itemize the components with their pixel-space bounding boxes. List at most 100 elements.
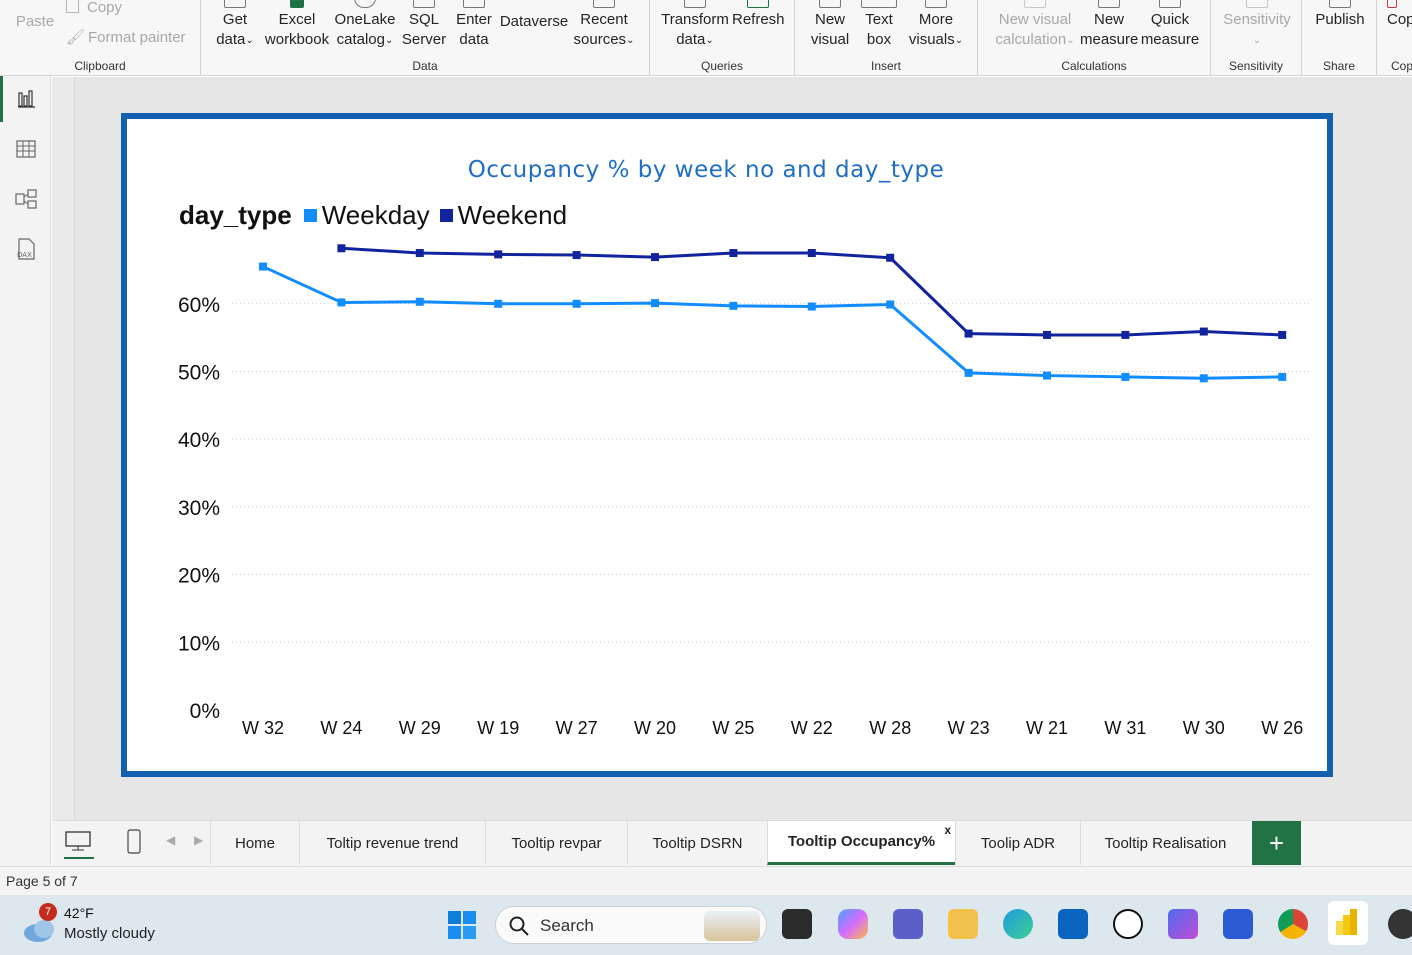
share-group: Publish Share — [1302, 0, 1377, 76]
file-explorer-icon[interactable] — [948, 909, 978, 939]
powerbi-icon — [1336, 909, 1357, 935]
powerbi-taskbar-button[interactable] — [1328, 901, 1368, 945]
data-group: Get data⌄ Excel workbook OneLake catalog⌄ S… — [201, 0, 650, 76]
data-point-weekday — [572, 299, 581, 308]
transform-icon — [684, 0, 706, 8]
media-player-icon[interactable] — [1388, 909, 1412, 939]
chart-icon — [819, 0, 841, 8]
page-tab[interactable]: Tooltip Occupancy% x — [767, 821, 955, 865]
chevron-down-icon: ⌄ — [1066, 35, 1075, 46]
x-tick-label: W 24 — [320, 718, 362, 738]
enter-data-button[interactable]: Enter data — [451, 0, 497, 50]
page-tab[interactable]: Tooltip DSRN — [627, 821, 767, 865]
new-measure-button[interactable]: New measure — [1080, 0, 1138, 50]
refresh-icon — [747, 0, 769, 8]
publish-icon — [1329, 0, 1351, 8]
series-line-weekday — [262, 265, 1283, 380]
copilot-group-label: Cop — [1391, 59, 1412, 73]
new-visual-calculation-button[interactable]: New visual calculation⌄ — [988, 0, 1082, 52]
database-icon — [224, 0, 246, 8]
y-tick-label: 50% — [178, 362, 220, 385]
textbox-icon — [861, 0, 897, 8]
table-view-button[interactable] — [0, 126, 51, 172]
excel-workbook-button[interactable]: Excel workbook — [261, 0, 333, 50]
page-tab[interactable]: Home — [210, 821, 299, 865]
page-tab[interactable]: Tooltip Realisation — [1080, 821, 1250, 865]
publish-button[interactable]: Publish — [1310, 0, 1370, 30]
view-rail: DAX — [0, 76, 51, 866]
weather-widget[interactable]: 7 42°F Mostly cloudy — [20, 903, 220, 947]
visuals-icon — [925, 0, 947, 8]
quick-measure-button[interactable]: Quick measure — [1140, 0, 1200, 50]
copilot-icon[interactable] — [838, 909, 868, 939]
transform-data-button[interactable]: Transform data⌄ — [660, 0, 730, 52]
x-tick-label: W 20 — [634, 718, 676, 738]
page-indicator: Page 5 of 7 — [6, 873, 78, 889]
windows-icon — [448, 911, 476, 939]
text-box-button[interactable]: Text box — [857, 0, 901, 50]
report-view-icon — [18, 90, 35, 108]
edge-icon[interactable] — [1003, 909, 1033, 939]
dataverse-button[interactable]: Dataverse — [499, 13, 569, 30]
chevron-down-icon: ⌄ — [245, 35, 254, 46]
legend-swatch-weekend — [439, 209, 453, 222]
copy-button[interactable]: Copy — [66, 0, 122, 18]
task-view-icon[interactable] — [782, 909, 812, 939]
paste-button[interactable]: Paste — [15, 13, 55, 30]
get-data-button[interactable]: Get data⌄ — [209, 0, 261, 52]
cloud-icon — [24, 920, 54, 942]
line-chart-visual[interactable] — [121, 113, 1333, 777]
chrome-icon[interactable] — [1278, 909, 1308, 939]
scroll-left-icon[interactable]: ◀ — [166, 833, 176, 847]
page-tab[interactable]: Toolip ADR — [955, 821, 1080, 865]
page-tab[interactable]: Tooltip revpar — [485, 821, 627, 865]
powershell-icon[interactable] — [1223, 909, 1253, 939]
data-point-weekend — [1278, 330, 1287, 339]
format-painter-button[interactable]: 🖌 Format painter — [66, 29, 186, 46]
data-point-weekend — [1043, 330, 1051, 339]
legend-item-weekend[interactable]: Weekend — [457, 200, 568, 230]
dax-query-view-button[interactable]: DAX — [0, 226, 51, 272]
report-view-button[interactable] — [0, 76, 51, 122]
data-point-weekend — [415, 249, 424, 258]
clipboard-group-label: Clipboard — [74, 59, 126, 73]
m365-icon[interactable] — [1168, 909, 1198, 939]
ribbon: Paste Copy 🖌 Format painter Clipboard Get… — [0, 0, 1412, 76]
sensitivity-button[interactable]: Sensitivity ⌄ — [1219, 0, 1295, 52]
chart-legend[interactable]: day_type Weekday Weekend — [179, 200, 577, 231]
page-tab[interactable]: Toltip revenue trend — [299, 821, 485, 865]
model-view-button[interactable] — [0, 176, 51, 222]
onelake-catalog-button[interactable]: OneLake catalog⌄ — [333, 0, 397, 52]
y-tick-label: 60% — [178, 294, 220, 317]
x-tick-label: W 27 — [556, 718, 598, 738]
x-tick-label: W 19 — [477, 718, 519, 738]
desktop-layout-button[interactable] — [64, 829, 94, 859]
queries-group-label: Queries — [700, 59, 744, 73]
copilot-button[interactable]: Cop — [1387, 0, 1412, 30]
add-page-button[interactable]: + — [1252, 821, 1301, 865]
taskbar-search[interactable]: Search — [495, 906, 767, 944]
refresh-button[interactable]: Refresh — [732, 0, 785, 30]
more-visuals-button[interactable]: More visuals⌄ — [903, 0, 969, 52]
copilot-icon — [1387, 0, 1397, 8]
queries-group: Transform data⌄ Refresh Queries — [650, 0, 795, 76]
windows-taskbar: 7 42°F Mostly cloudy Search — [0, 895, 1412, 955]
y-tick-label: 40% — [178, 429, 220, 452]
teams-icon[interactable] — [893, 909, 923, 939]
svg-text:DAX: DAX — [17, 251, 32, 259]
data-group-label: Data — [412, 59, 438, 73]
new-visual-button[interactable]: New visual — [807, 0, 853, 50]
recent-sources-button[interactable]: Recent sources⌄ — [569, 0, 639, 52]
scroll-right-icon[interactable]: ▶ — [194, 833, 204, 847]
chevron-down-icon: ⌄ — [705, 35, 714, 46]
page-tab-label: Tooltip Occupancy% — [787, 833, 936, 850]
mobile-layout-button[interactable] — [124, 829, 148, 859]
close-tab-icon[interactable]: x — [944, 823, 951, 837]
dell-icon[interactable] — [1113, 909, 1143, 939]
start-button[interactable] — [447, 910, 477, 940]
legend-item-weekday[interactable]: Weekday — [321, 200, 430, 230]
outlook-icon[interactable] — [1058, 909, 1088, 939]
data-point-weekend — [1121, 330, 1130, 339]
sql-server-button[interactable]: SQL Server — [401, 0, 447, 50]
data-point-weekend — [886, 253, 895, 262]
